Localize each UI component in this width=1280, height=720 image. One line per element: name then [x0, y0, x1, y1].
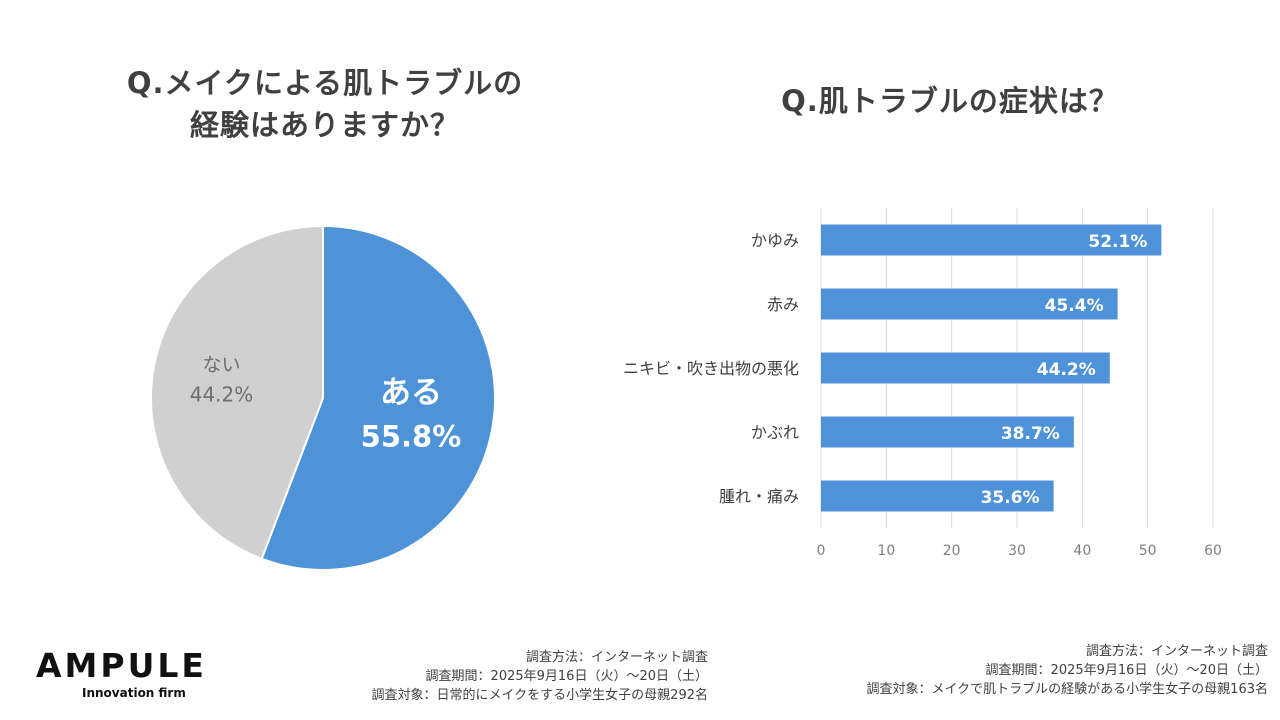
pie-note-period: 調査期間：2025年9月16日（火）～20日（土） — [425, 669, 708, 684]
bar-4 — [821, 480, 1054, 512]
bar-note-period: 調査期間：2025年9月16日（火）～20日（土） — [985, 663, 1268, 678]
bar-note-method: 調査方法：インターネット調査 — [1085, 644, 1268, 659]
pie-slice-0 — [260, 224, 496, 571]
value-label-4: 35.6% — [981, 488, 1040, 508]
pie-title-line1: Q.メイクによる肌トラブルの — [126, 66, 524, 100]
pie-label-0: ある — [380, 375, 442, 411]
bar-3 — [821, 416, 1074, 448]
pie-value-0: 55.8% — [361, 419, 462, 453]
value-label-1: 45.4% — [1045, 296, 1104, 316]
pie-note-method: 調査方法：インターネット調査 — [525, 650, 708, 665]
logo-tagline: Innovation firm — [82, 686, 186, 700]
category-label-4: 腫れ・痛み — [719, 487, 799, 506]
pie-chart-title: Q.メイクによる肌トラブルの 経験はありますか？ — [80, 62, 570, 146]
bar-2 — [821, 352, 1110, 384]
bar-1 — [821, 288, 1118, 320]
bar-note-target: 調査対象：メイクで肌トラブルの経験がある小学生女子の母親163名 — [866, 682, 1268, 697]
value-label-2: 44.2% — [1037, 360, 1096, 380]
category-label-3: かぶれ — [751, 423, 799, 442]
pie-label-1: ない — [203, 354, 241, 376]
category-label-0: かゆみ — [751, 231, 799, 250]
value-label-3: 38.7% — [1001, 424, 1060, 444]
bar-survey-note: 調査方法：インターネット調査 調査期間：2025年9月16日（火）～20日（土）… — [748, 642, 1268, 699]
pie-value-1: 44.2% — [190, 382, 254, 406]
pie-title-line2: 経験はありますか？ — [189, 108, 460, 142]
pie-slice-1 — [150, 224, 324, 560]
bar-chart-title: Q.肌トラブルの症状は？ — [781, 84, 1119, 118]
x-tick-label-5: 50 — [1139, 543, 1157, 559]
x-tick-label-1: 10 — [877, 543, 895, 559]
x-tick-label-3: 30 — [1008, 543, 1026, 559]
x-tick-label-2: 20 — [943, 543, 961, 559]
pie-note-target: 調査対象：日常的にメイクをする小学生女子の母親292名 — [371, 688, 708, 703]
category-label-1: 赤み — [767, 295, 799, 314]
pie-survey-note: 調査方法：インターネット調査 調査期間：2025年9月16日（火）～20日（土）… — [248, 648, 708, 705]
category-label-2: ニキビ・吹き出物の悪化 — [623, 359, 799, 378]
x-tick-label-6: 60 — [1204, 543, 1222, 559]
x-tick-label-0: 0 — [817, 543, 826, 559]
bar-0 — [821, 224, 1162, 256]
logo-name: AMPULE — [36, 646, 207, 685]
x-tick-label-4: 40 — [1073, 543, 1091, 559]
ampule-logo: AMPULE Innovation firm — [36, 646, 207, 701]
value-label-0: 52.1% — [1088, 232, 1147, 252]
